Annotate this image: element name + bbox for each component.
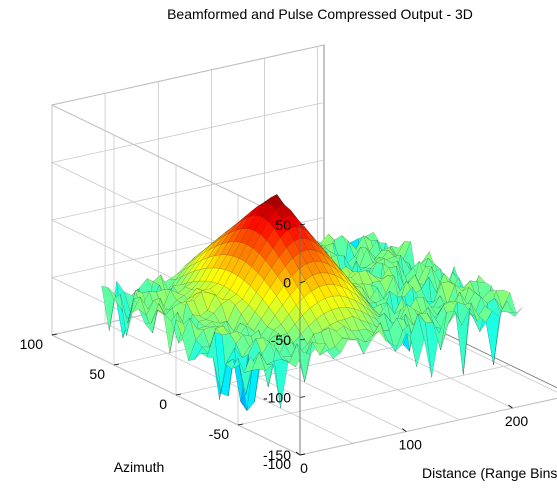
y-tick-label: 50 xyxy=(89,366,105,382)
chart-title: Beamformed and Pulse Compressed Output -… xyxy=(167,6,473,22)
y-tick-mark xyxy=(237,423,244,426)
y-tick-label: 100 xyxy=(20,336,44,352)
z-tick-label: -100 xyxy=(263,390,291,406)
y-tick-mark xyxy=(51,333,58,336)
surface-facet xyxy=(485,310,500,365)
z-tick-mark xyxy=(299,281,306,283)
y-tick-label: -50 xyxy=(209,426,229,442)
surface-facet xyxy=(101,285,116,331)
y-tick-mark xyxy=(299,453,306,456)
y-tick-mark xyxy=(113,363,120,366)
y-tick-label: -100 xyxy=(263,456,291,472)
surface-facet xyxy=(508,307,523,317)
x-tick-label: 100 xyxy=(399,437,423,453)
z-tick-label: 0 xyxy=(283,275,291,291)
z-tick-mark xyxy=(299,338,306,341)
z-tick-mark xyxy=(299,223,306,226)
x-tick-label: 200 xyxy=(505,413,529,429)
z-tick-label: 50 xyxy=(275,217,291,233)
x-tick-mark xyxy=(508,404,513,409)
x-tick-mark xyxy=(295,451,301,456)
y-tick-label: 0 xyxy=(159,396,167,412)
z-tick-mark xyxy=(299,396,306,398)
y-tick-mark xyxy=(175,393,182,396)
x-tick-label: 0 xyxy=(300,460,308,476)
y-axis-label: Azimuth xyxy=(114,459,165,475)
x-tick-mark xyxy=(402,428,407,432)
x-axis-label: Distance (Range Bins) xyxy=(422,465,557,481)
z-tick-label: -150 xyxy=(263,447,291,463)
surface-layer xyxy=(101,194,523,412)
z-tick-label: -50 xyxy=(271,332,291,348)
